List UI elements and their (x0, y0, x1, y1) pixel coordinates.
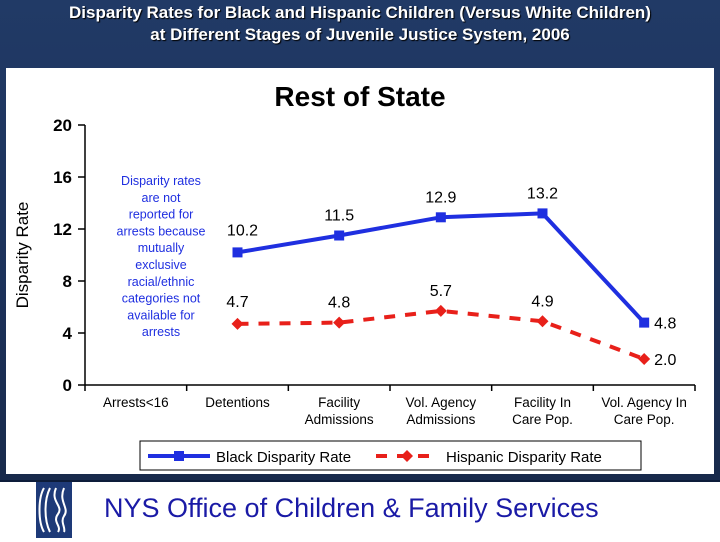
legend-hispanic-label: Hispanic Disparity Rate (446, 449, 602, 466)
x-tick-label: Care Pop. (512, 412, 573, 427)
data-point (333, 316, 346, 329)
y-tick-label: 0 (63, 376, 72, 395)
series-line-1 (237, 308, 645, 361)
x-tick-label: Facility (318, 395, 360, 410)
data-label: 4.7 (226, 294, 248, 311)
data-label: 12.9 (425, 189, 456, 206)
x-tick-label: Care Pop. (614, 412, 675, 427)
footer-org-name: NYS Office of Children & Family Services (104, 493, 599, 523)
data-point (537, 208, 548, 219)
annotation-line: are not (142, 191, 181, 205)
annotation-line: categories not (122, 292, 201, 306)
x-tick-label: Vol. Agency (406, 395, 477, 410)
legend-black-label: Black Disparity Rate (216, 449, 351, 466)
y-tick-label: 16 (53, 168, 72, 187)
data-point (536, 315, 549, 328)
x-tick-label: Arrests<16 (103, 395, 169, 410)
ocfs-logo-icon (36, 482, 72, 538)
footer-bar (0, 480, 720, 542)
annotation-line: Disparity rates (121, 174, 201, 188)
x-tick-label: Facility In (514, 395, 571, 410)
chart-title: Rest of State (274, 81, 445, 112)
annotation-line: mutually (138, 241, 185, 255)
y-tick-label: 8 (63, 272, 72, 291)
data-label: 5.7 (430, 283, 452, 300)
annotation-line: arrests (142, 325, 180, 339)
legend-black-marker (174, 451, 184, 461)
x-tick-label: Admissions (406, 412, 475, 427)
slide-title-line-1: Disparity Rates for Black and Hispanic C… (69, 3, 651, 22)
data-point (638, 353, 651, 365)
data-point (232, 247, 243, 258)
slide-title-line-2: at Different Stages of Juvenile Justice … (150, 25, 570, 44)
y-axis-label: Disparity Rate (13, 202, 32, 309)
chart-panel: Rest of State 0 4 8 12 16 20 Disparity Rate Arre… (6, 68, 714, 474)
x-tick-label: Admissions (305, 412, 374, 427)
y-tick-label: 20 (53, 116, 72, 135)
data-label: 4.8 (654, 316, 676, 333)
data-label: 2.0 (654, 352, 676, 369)
data-label: 11.5 (324, 208, 354, 225)
annotation-line: reported for (129, 208, 194, 222)
y-tick-label: 12 (53, 220, 72, 239)
x-tick-label: Vol. Agency In (601, 395, 687, 410)
data-point (231, 317, 244, 330)
annotation-line: exclusive (135, 258, 186, 272)
data-label: 4.9 (531, 293, 553, 310)
data-point (434, 304, 447, 317)
legend-hispanic-marker (401, 450, 413, 462)
data-point (334, 230, 345, 241)
slide-title: Disparity Rates for Black and Hispanic C… (0, 2, 720, 46)
data-point (435, 212, 446, 223)
annotation-line: racial/ethnic (128, 275, 195, 289)
chart: Rest of State 0 4 8 12 16 20 Disparity Rate Arre… (13, 81, 696, 471)
data-label: 13.2 (527, 185, 558, 202)
annotation-line: available for (127, 308, 194, 322)
annotation-line: arrests because (117, 224, 206, 238)
legend-box (139, 440, 642, 471)
data-label: 10.2 (227, 222, 258, 239)
data-point (639, 317, 650, 328)
y-tick-label: 4 (63, 324, 73, 343)
data-label: 4.8 (328, 295, 350, 312)
x-tick-label: Detentions (205, 395, 270, 410)
